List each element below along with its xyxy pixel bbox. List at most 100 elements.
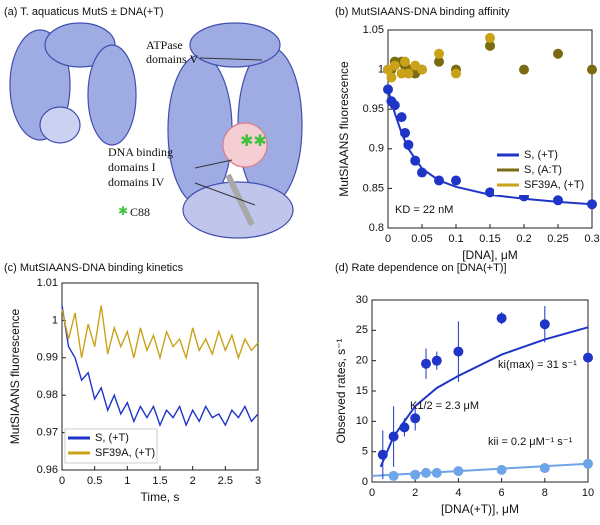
y-axis-label: Observed rates, s⁻¹	[334, 338, 348, 443]
point	[451, 175, 461, 186]
point	[403, 68, 414, 79]
label: C88	[130, 205, 150, 219]
asterisks: ✱✱	[240, 133, 267, 150]
point	[403, 139, 414, 150]
y-tick-label: 1	[378, 64, 384, 76]
y-tick-label: 30	[356, 294, 368, 306]
x-tick-label: 1.5	[152, 475, 167, 487]
point	[451, 68, 461, 79]
label: domains V	[146, 52, 198, 66]
label: domains I	[108, 160, 156, 174]
point	[496, 313, 507, 324]
y-tick-label: 0.99	[37, 352, 58, 364]
chart-title: (d) Rate dependence on [DNA(+T)]	[335, 262, 507, 274]
point	[453, 466, 464, 477]
x-axis-label: [DNA(+T)], μM	[441, 502, 519, 516]
point	[539, 319, 550, 330]
x-tick-label: 0.3	[584, 233, 599, 245]
label: DNA binding	[108, 145, 173, 159]
legend-label: S, (+T)	[95, 432, 129, 444]
point	[431, 467, 442, 478]
y-axis-label: MutSIAANS fluorescence	[8, 308, 22, 444]
point	[485, 40, 495, 51]
y-tick-label: 0.9	[369, 143, 384, 155]
x-tick-label: 2	[412, 487, 418, 499]
legend-label: S, (+T)	[524, 149, 558, 161]
y-tick-label: 1	[52, 314, 58, 326]
y-tick-label: 0.97	[37, 427, 58, 439]
point	[410, 413, 421, 424]
legend-label: S, (A:T)	[524, 164, 562, 176]
point	[389, 60, 400, 71]
legend-box	[64, 428, 158, 464]
annotation: K1/2 = 2.3 μM	[410, 400, 479, 412]
point	[583, 352, 593, 363]
point	[453, 346, 464, 357]
y-tick-label: 15	[356, 385, 368, 397]
point	[417, 64, 427, 75]
y-tick-label: 5	[362, 446, 368, 458]
annotation: ki(max) = 31 s⁻¹	[498, 359, 577, 371]
x-tick-label: 6	[499, 487, 505, 499]
point	[400, 127, 410, 138]
x-tick-label: 0.15	[479, 233, 500, 245]
x-tick-label: 0	[385, 233, 391, 245]
x-tick-label: 0	[369, 487, 375, 499]
x-tick-label: 3	[255, 475, 261, 487]
panel-a-title: (a) T. aquaticus MutS ± DNA(+T)	[4, 6, 164, 18]
x-axis-label: [DNA], μM	[462, 248, 518, 262]
point	[399, 422, 410, 433]
x-tick-label: 8	[542, 487, 548, 499]
annotation: KD = 22 nM	[395, 204, 453, 216]
y-tick-label: 0.8	[369, 222, 384, 234]
point	[539, 463, 550, 474]
point	[410, 469, 421, 480]
panel-a: (a) T. aquaticus MutS ± DNA(+T) ✱✱ ✱ ATP…	[4, 6, 303, 239]
pointer	[199, 57, 263, 61]
label: ATPase	[146, 38, 183, 52]
point	[377, 449, 388, 460]
y-tick-label: 1.05	[363, 24, 384, 36]
y-tick-label: 1.01	[37, 277, 58, 289]
point	[485, 187, 495, 198]
point	[553, 48, 563, 59]
point	[386, 72, 397, 83]
x-tick-label: 2.5	[218, 475, 233, 487]
chart-title: (c) MutSIAANS-DNA binding kinetics	[4, 262, 184, 274]
fit-line	[371, 462, 589, 477]
legend-label: SF39A, (+T)	[524, 179, 584, 191]
y-tick-label: 0	[362, 476, 368, 488]
point	[396, 112, 407, 123]
point	[553, 195, 563, 206]
x-tick-label: 2	[190, 475, 196, 487]
point	[389, 100, 400, 111]
point	[485, 32, 495, 43]
trace	[61, 305, 259, 361]
point	[383, 84, 393, 95]
y-tick-label: 0.85	[363, 182, 384, 194]
point	[388, 431, 399, 442]
y-tick-label: 10	[356, 415, 368, 427]
protein-left	[9, 22, 137, 146]
x-tick-label: 0.1	[448, 233, 463, 245]
point	[431, 355, 442, 366]
point	[587, 64, 597, 75]
trace	[61, 305, 259, 428]
x-tick-label: 0.5	[87, 475, 102, 487]
point	[421, 358, 431, 369]
point	[496, 464, 507, 475]
y-tick-label: 0.98	[37, 389, 58, 401]
x-tick-label: 4	[455, 487, 461, 499]
point	[421, 467, 431, 478]
legend-label: SF39A, (+T)	[95, 447, 155, 459]
point	[417, 167, 427, 178]
y-tick-label: 0.96	[37, 464, 58, 476]
annotation: kii = 0.2 μM⁻¹ s⁻¹	[488, 436, 573, 448]
y-axis-label: MutSIAANS fluorescence	[337, 61, 351, 197]
y-tick-label: 0.95	[363, 103, 384, 115]
point	[388, 470, 399, 481]
point	[410, 155, 421, 166]
fit-line	[379, 326, 589, 468]
label: domains IV	[108, 175, 165, 189]
